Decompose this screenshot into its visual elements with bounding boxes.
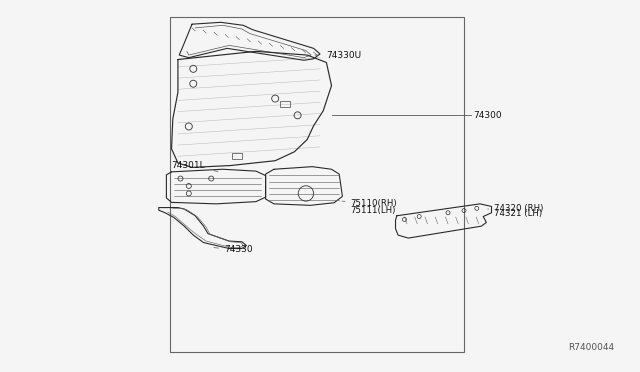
Text: 75111(LH): 75111(LH) xyxy=(351,206,396,215)
Bar xyxy=(280,101,290,107)
Text: 74300: 74300 xyxy=(474,111,502,120)
Bar xyxy=(170,17,464,352)
Text: R7400044: R7400044 xyxy=(568,343,614,352)
Text: 74330: 74330 xyxy=(214,246,253,254)
Text: 74301L: 74301L xyxy=(172,161,205,170)
Text: 74320 (RH): 74320 (RH) xyxy=(488,204,543,213)
Text: 75110(RH): 75110(RH) xyxy=(342,199,397,208)
Bar xyxy=(232,153,242,159)
Text: 74330U: 74330U xyxy=(326,51,362,60)
Text: 74321 (LH): 74321 (LH) xyxy=(494,209,542,218)
